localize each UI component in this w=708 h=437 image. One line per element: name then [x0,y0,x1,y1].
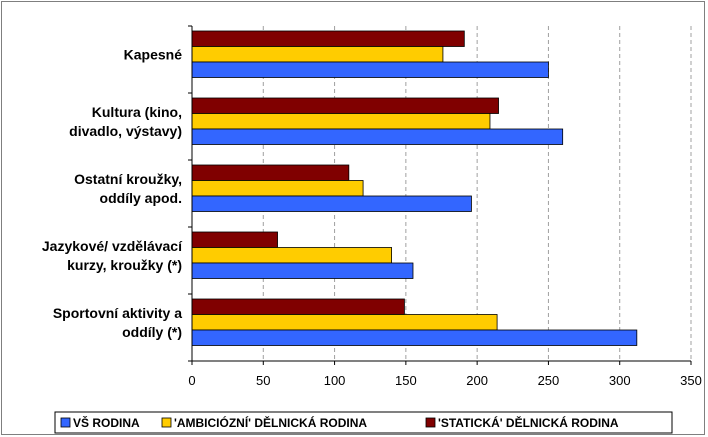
bar-5-series-3 [191,298,405,315]
category-label-2-line-2: divadlo, výstavy) [69,123,182,139]
x-tick-label-350: 350 [680,373,702,388]
category-label-1-line-1: Kapesné [124,46,183,62]
category-label-4-line-1: Jazykové/ vzdělávací [42,238,183,254]
legend-label-2: 'AMBICIÓZNÍ' DĚLNICKÁ RODINA [174,415,367,430]
bar-3-series-1 [191,195,472,212]
category-label-2-line-1: Kultura (kino, [92,104,182,120]
category-label-3-line-1: Ostatní kroužky, [74,171,182,187]
category-labels: Kapesné Kultura (kino, divadlo, výstavy) Os… [42,46,183,340]
bar-2-series-3 [191,97,499,114]
bar-4-series-1 [191,262,414,279]
x-tick-label-250: 250 [538,373,560,388]
x-tick-label-300: 300 [609,373,631,388]
legend-swatch-1 [60,417,71,428]
legend-swatch-2 [161,417,172,428]
category-label-3-line-2: oddíly apod. [100,190,182,206]
x-tick-label-100: 100 [324,373,346,388]
bar-1-series-2 [191,46,444,63]
x-tick-label-200: 200 [466,373,488,388]
bar-4-series-3 [191,231,278,248]
bar-1-series-3 [191,30,465,47]
category-label-4-line-2: kurzy, kroužky (*) [67,257,182,273]
bar-3-series-2 [191,180,364,197]
bars [191,30,638,346]
bar-3-series-3 [191,164,350,181]
axes: 0 50 100 150 200 250 300 350 [188,25,702,388]
bar-2-series-1 [191,128,564,145]
x-tick-label-150: 150 [395,373,417,388]
legend: VŠ RODINA 'AMBICIÓZNÍ' DĚLNICKÁ RODINA 'ST… [54,411,673,434]
x-tick-label-0: 0 [188,373,195,388]
bar-2-series-2 [191,113,491,130]
legend-swatch-3 [425,417,436,428]
legend-label-1: VŠ RODINA [73,415,140,430]
category-label-5-line-2: oddíly (*) [122,324,182,340]
bar-5-series-2 [191,314,498,331]
legend-label-3: 'STATICKÁ' DĚLNICKÁ RODINA [438,415,619,430]
bar-1-series-1 [191,61,549,78]
bar-5-series-1 [191,329,638,346]
bar-4-series-2 [191,247,393,264]
category-label-5-line-1: Sportovní aktivity a [53,305,182,321]
x-tick-label-50: 50 [256,373,270,388]
legend-box [54,411,673,434]
